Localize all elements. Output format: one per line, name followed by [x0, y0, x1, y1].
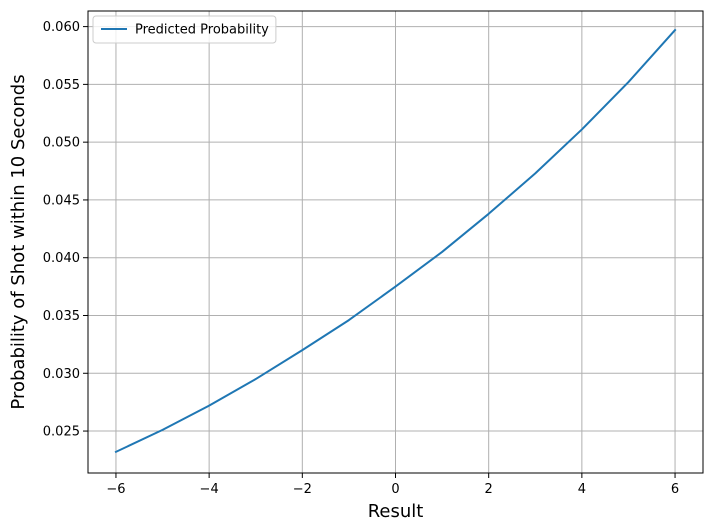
y-tick-label: 0.060: [43, 20, 80, 35]
y-tick-label: 0.045: [43, 193, 80, 208]
y-tick-label: 0.055: [43, 78, 80, 93]
x-tick-label: −2: [293, 482, 312, 497]
y-tick-label: 0.050: [43, 136, 80, 151]
y-tick-label: 0.025: [43, 425, 80, 440]
grid: [88, 11, 703, 473]
x-tick-label: 4: [578, 482, 586, 497]
y-tick-label: 0.030: [43, 367, 80, 382]
y-tick-label: 0.040: [43, 251, 80, 266]
x-tick-label: 6: [671, 482, 679, 497]
x-tick-label: 2: [485, 482, 493, 497]
y-axis-label: Probability of Shot within 10 Seconds: [8, 74, 29, 409]
legend-box: [92, 15, 277, 44]
x-axis: −6 −4 −2 0 2 4 6: [106, 473, 679, 497]
x-axis-label: Result: [368, 501, 424, 522]
x-tick-label: −6: [106, 482, 125, 497]
legend-label: Predicted Probability: [135, 23, 269, 38]
y-tick-label: 0.035: [43, 309, 80, 324]
x-tick-label: 0: [391, 482, 399, 497]
legend: Predicted Probability: [92, 15, 277, 44]
y-axis: 0.025 0.030 0.035 0.040 0.045 0.050 0.055 0.060: [43, 20, 88, 440]
x-tick-label: −4: [200, 482, 219, 497]
series-layer: [114, 28, 677, 454]
series-line: [114, 28, 677, 454]
